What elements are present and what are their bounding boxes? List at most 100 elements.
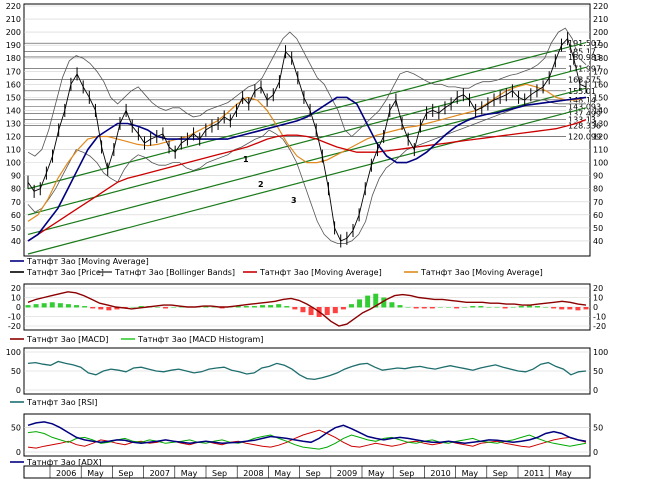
price-level-label: 137.499 bbox=[568, 110, 601, 119]
x-axis-label: May bbox=[274, 469, 291, 478]
rsi-series bbox=[27, 360, 587, 381]
moving-average-orange-line bbox=[27, 83, 587, 222]
macd-tick-label-left: -20 bbox=[8, 322, 21, 331]
macd-histogram-bar bbox=[534, 306, 540, 308]
price-level-label: 148.14 bbox=[568, 96, 596, 105]
macd-histogram-bar bbox=[429, 307, 435, 309]
channel-label: 3 bbox=[291, 196, 297, 205]
macd-histogram-bar bbox=[308, 307, 314, 316]
legend-price: Татнфт 3ао [Moving Average] Татнфт 3ао [P… bbox=[10, 257, 543, 277]
macd-histogram-bar bbox=[405, 307, 411, 308]
macd-histogram-bar bbox=[74, 305, 80, 308]
legend-label: Татнфт 3ао [Moving Average] bbox=[420, 268, 543, 277]
price-level-label-bg bbox=[566, 75, 590, 84]
price-tick-label-left: 200 bbox=[6, 28, 21, 37]
macd-histogram-bar bbox=[260, 305, 266, 308]
x-axis-label: May bbox=[368, 469, 385, 478]
price-tick-label-right: 120 bbox=[593, 133, 608, 142]
macd-histogram-bar bbox=[57, 303, 63, 308]
price-tick-label-left: 110 bbox=[6, 146, 21, 155]
price-level-label-bg bbox=[566, 132, 590, 141]
price-tick-label-left: 190 bbox=[6, 41, 21, 50]
channel-labels: 1 2 3 bbox=[243, 155, 297, 205]
price-tick-label-right: 50 bbox=[593, 224, 603, 233]
channel-line bbox=[27, 66, 587, 216]
macd-histogram-bar bbox=[421, 307, 427, 309]
macd-grid: 20 2010 100 0-10 -10-20 -20 bbox=[8, 284, 606, 331]
price-y-axis-left: 40 50 60 70 80 90 100 110 120 130 140 150 160 170 180 1… bbox=[6, 2, 21, 246]
macd-histogram-bar bbox=[49, 302, 55, 308]
macd-histogram-bar bbox=[478, 306, 484, 308]
price-y-axis-right: 40 50 60 70 80 90 100 110 120 130 140 150 160 170 180 1… bbox=[593, 2, 608, 246]
price-tick-label-left: 180 bbox=[6, 54, 21, 63]
price-level-label-bg bbox=[566, 47, 590, 56]
legend-macd: Татнфт 3ао [MACD] Татнфт 3ао [MACD Histog… bbox=[10, 335, 263, 344]
price-level-label-bg bbox=[566, 102, 590, 111]
macd-histogram-bar bbox=[138, 306, 144, 308]
price-level-label: 185.17 bbox=[568, 47, 596, 56]
price-tick-label-left: 140 bbox=[6, 106, 21, 115]
channel-line bbox=[27, 87, 587, 236]
price-tick-label-right: 110 bbox=[593, 146, 608, 155]
price-tick-label-left: 100 bbox=[6, 159, 21, 168]
macd-histogram-bar bbox=[98, 307, 104, 310]
adx-grid: 50 50 0 0 bbox=[11, 424, 603, 457]
macd-histogram-bar bbox=[130, 307, 136, 308]
macd-histogram-bar bbox=[276, 304, 282, 308]
x-axis-label: May bbox=[181, 469, 198, 478]
x-axis-label: 2009 bbox=[337, 469, 357, 478]
price-tick-label-right: 80 bbox=[593, 185, 603, 194]
x-axis-label: Sep bbox=[118, 469, 133, 478]
macd-histogram-bar bbox=[543, 307, 549, 308]
macd-histogram-bar bbox=[219, 307, 225, 309]
price-tick-label-left: 170 bbox=[6, 67, 21, 76]
macd-histogram-bar bbox=[348, 304, 354, 308]
macd-histogram-bar bbox=[106, 307, 112, 311]
price-level-label: 155.01 bbox=[568, 87, 596, 96]
macd-tick-label-left: -10 bbox=[8, 313, 21, 322]
macd-histogram-bar bbox=[65, 304, 71, 308]
legend-rsi: Татнфт 3ао [RSI] bbox=[10, 398, 97, 407]
macd-series bbox=[25, 291, 589, 327]
macd-histogram-bar bbox=[41, 303, 47, 308]
macd-line bbox=[27, 291, 587, 327]
price-tick-label-left: 80 bbox=[11, 185, 21, 194]
adx-series bbox=[27, 421, 587, 450]
macd-histogram-bar bbox=[292, 307, 298, 310]
channel-label: 2 bbox=[258, 180, 264, 189]
macd-histogram-bar bbox=[470, 306, 476, 308]
price-line bbox=[27, 37, 587, 242]
macd-tick-label-left: 0 bbox=[16, 303, 21, 312]
price-tick-label-right: 200 bbox=[593, 28, 608, 37]
price-tick-label-right: 150 bbox=[593, 93, 608, 102]
price-tick-label-left: 70 bbox=[11, 198, 21, 207]
macd-histogram-bar bbox=[510, 307, 516, 308]
x-axis-label: Sep bbox=[306, 469, 321, 478]
x-axis-label: 2007 bbox=[150, 469, 170, 478]
macd-histogram-bar bbox=[340, 307, 346, 310]
price-level-label-bg bbox=[566, 52, 590, 61]
macd-histogram-bar bbox=[284, 306, 290, 308]
macd-tick-label-right: -10 bbox=[593, 313, 606, 322]
macd-histogram-bar bbox=[454, 307, 460, 309]
price-tick-label-right: 60 bbox=[593, 211, 603, 220]
macd-histogram-bar bbox=[575, 307, 581, 311]
x-axis-label: May bbox=[87, 469, 104, 478]
price-tick-label-right: 170 bbox=[593, 67, 608, 76]
x-axis-label: Sep bbox=[399, 469, 414, 478]
macd-tick-label-right: 10 bbox=[593, 294, 603, 303]
macd-histogram-bar bbox=[268, 305, 274, 308]
adx-tick-label-right: 50 bbox=[593, 424, 603, 433]
price-tick-label-right: 140 bbox=[593, 106, 608, 115]
x-axis-label: Sep bbox=[212, 469, 227, 478]
x-axis-label: 2008 bbox=[243, 469, 263, 478]
price-level-label-bg bbox=[566, 121, 590, 130]
price-tick-label-left: 210 bbox=[6, 15, 21, 24]
price-tick-label-right: 70 bbox=[593, 198, 603, 207]
x-axis-label: 2006 bbox=[56, 469, 76, 478]
macd-histogram-bar bbox=[300, 307, 306, 313]
macd-tick-label-right: 0 bbox=[593, 303, 598, 312]
macd-histogram-bar bbox=[162, 307, 168, 309]
adx-tick-label-left: 50 bbox=[11, 424, 21, 433]
